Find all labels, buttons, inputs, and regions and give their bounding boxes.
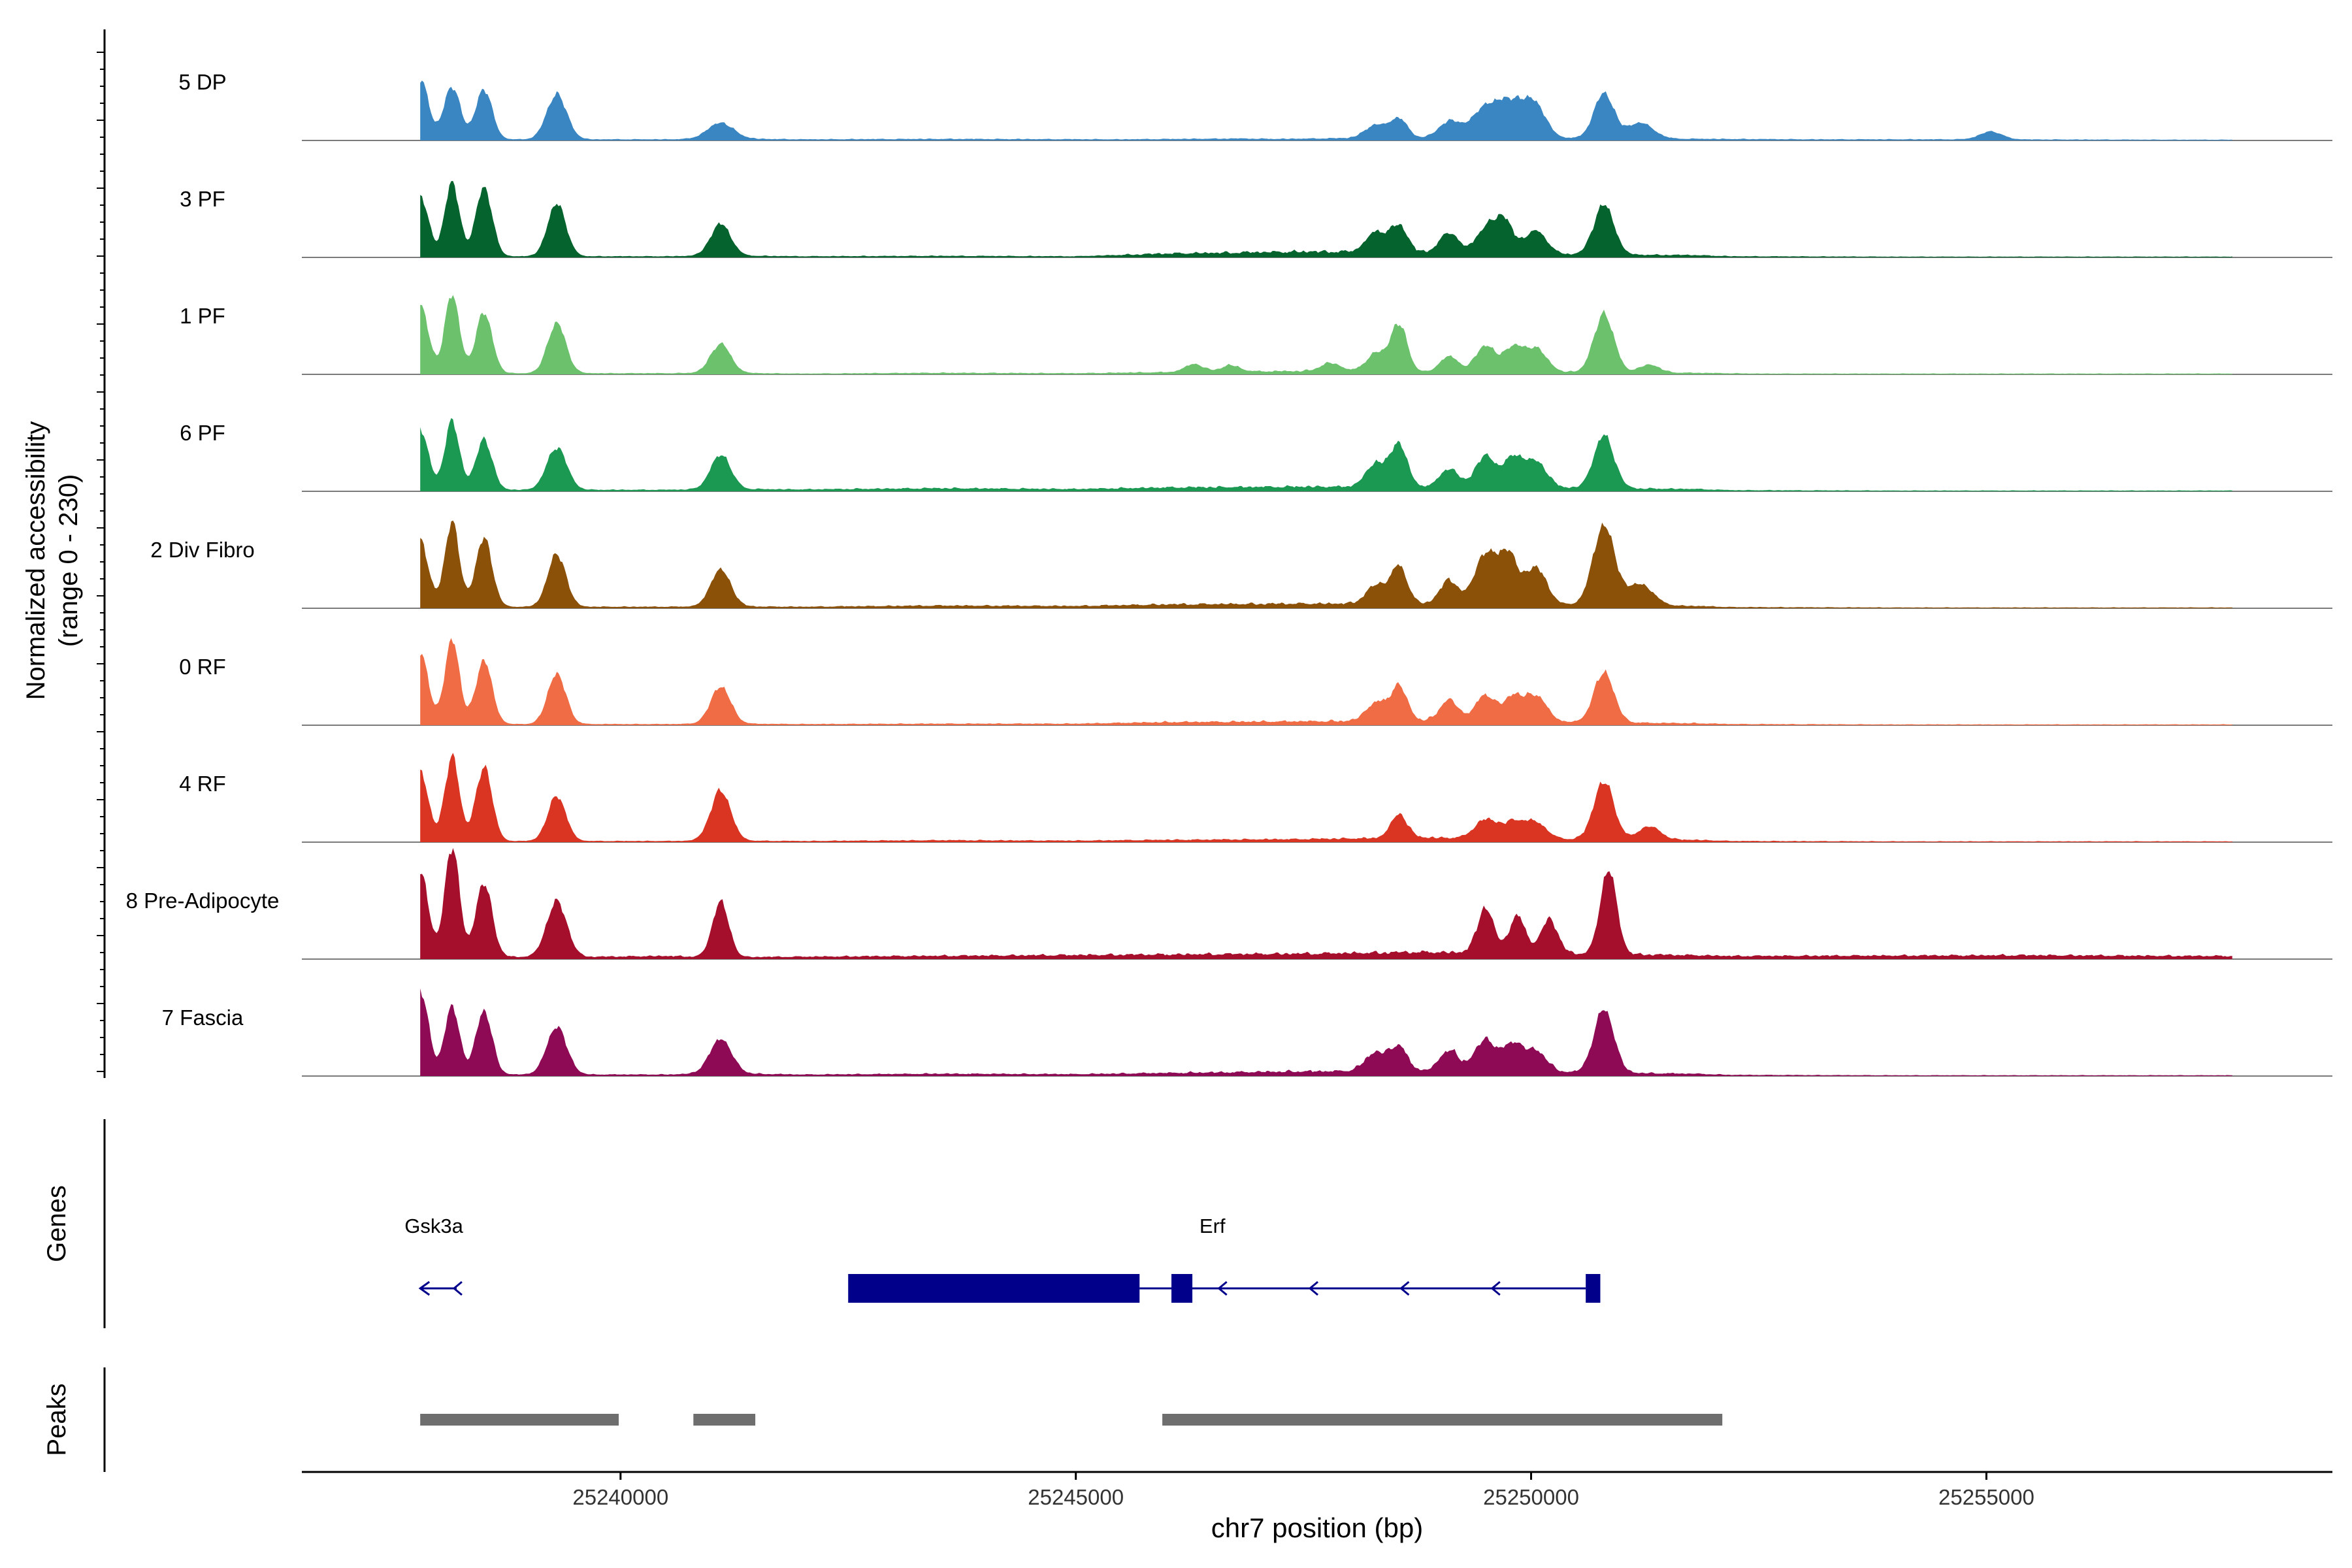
- strand-arrow: [1308, 1281, 1318, 1296]
- track-label: 8 Pre-Adipocyte: [126, 889, 280, 913]
- track-0-rf: 0 RF: [179, 638, 2332, 726]
- track-label: 5 DP: [178, 70, 226, 94]
- gene-erf: Erf: [848, 1215, 1601, 1303]
- x-axis-title: chr7 position (bp): [1211, 1512, 1424, 1543]
- track-1-pf: 1 PF: [180, 295, 2332, 375]
- track-label: 7 Fascia: [162, 1005, 244, 1030]
- coverage-axis-ticks: [97, 52, 105, 1072]
- peak-region-bar: [1162, 1414, 1723, 1426]
- y-axis-title-line2: (range 0 - 230): [54, 474, 83, 647]
- gene-gsk3a: Gsk3a: [404, 1215, 464, 1296]
- track-2-div-fibro: 2 Div Fibro: [150, 520, 2332, 609]
- peak-region-bar: [420, 1414, 619, 1426]
- track-5-dp: 5 DP: [178, 70, 2332, 141]
- x-tick-label: 25245000: [1028, 1485, 1124, 1509]
- track-label: 2 Div Fibro: [150, 538, 255, 562]
- genes-axis-label: Genes: [42, 1185, 71, 1262]
- gene-exon: [1586, 1274, 1601, 1303]
- x-tick-label: 25240000: [572, 1485, 668, 1509]
- peak-region-bar: [693, 1414, 756, 1426]
- strand-arrow: [1399, 1281, 1410, 1296]
- track-label: 6 PF: [180, 421, 225, 445]
- peak-regions: [420, 1414, 1723, 1426]
- gene-exon: [1171, 1274, 1193, 1303]
- y-axis-title-line1: Normalized accessibility: [22, 421, 50, 700]
- strand-arrow: [452, 1281, 463, 1296]
- track-label: 4 RF: [179, 772, 226, 796]
- track-label: 0 RF: [179, 655, 226, 679]
- track-label: 3 PF: [180, 187, 225, 211]
- track-8-pre-adipocyte: 8 Pre-Adipocyte: [126, 848, 2332, 960]
- peaks-axis-label: Peaks: [42, 1383, 71, 1456]
- gene-label: Gsk3a: [404, 1215, 463, 1237]
- x-tick-label: 25255000: [1938, 1485, 2034, 1509]
- gene-annotations: Gsk3a Erf: [404, 1215, 1601, 1303]
- strand-arrow: [1490, 1281, 1501, 1296]
- x-tick-label: 25250000: [1483, 1485, 1579, 1509]
- strand-arrow: [418, 1281, 431, 1296]
- track-label: 1 PF: [180, 304, 225, 328]
- track-3-pf: 3 PF: [180, 181, 2332, 258]
- x-axis-ticks: 25240000 25245000 25250000 25255000: [572, 1472, 2034, 1509]
- track-4-rf: 4 RF: [179, 753, 2332, 843]
- y-axis-title: Normalized accessibility (range 0 - 230): [22, 421, 83, 700]
- track-7-fascia: 7 Fascia: [162, 988, 2332, 1077]
- track-6-pf: 6 PF: [180, 417, 2332, 492]
- strand-arrow: [1217, 1281, 1228, 1296]
- coverage-tracks: 5 DP 3 PF 1 PF 6 PF 2 Div Fibro 0 RF 4 RF 8 Pre…: [126, 70, 2332, 1077]
- gene-exon: [848, 1274, 1140, 1303]
- gene-label: Erf: [1200, 1215, 1226, 1237]
